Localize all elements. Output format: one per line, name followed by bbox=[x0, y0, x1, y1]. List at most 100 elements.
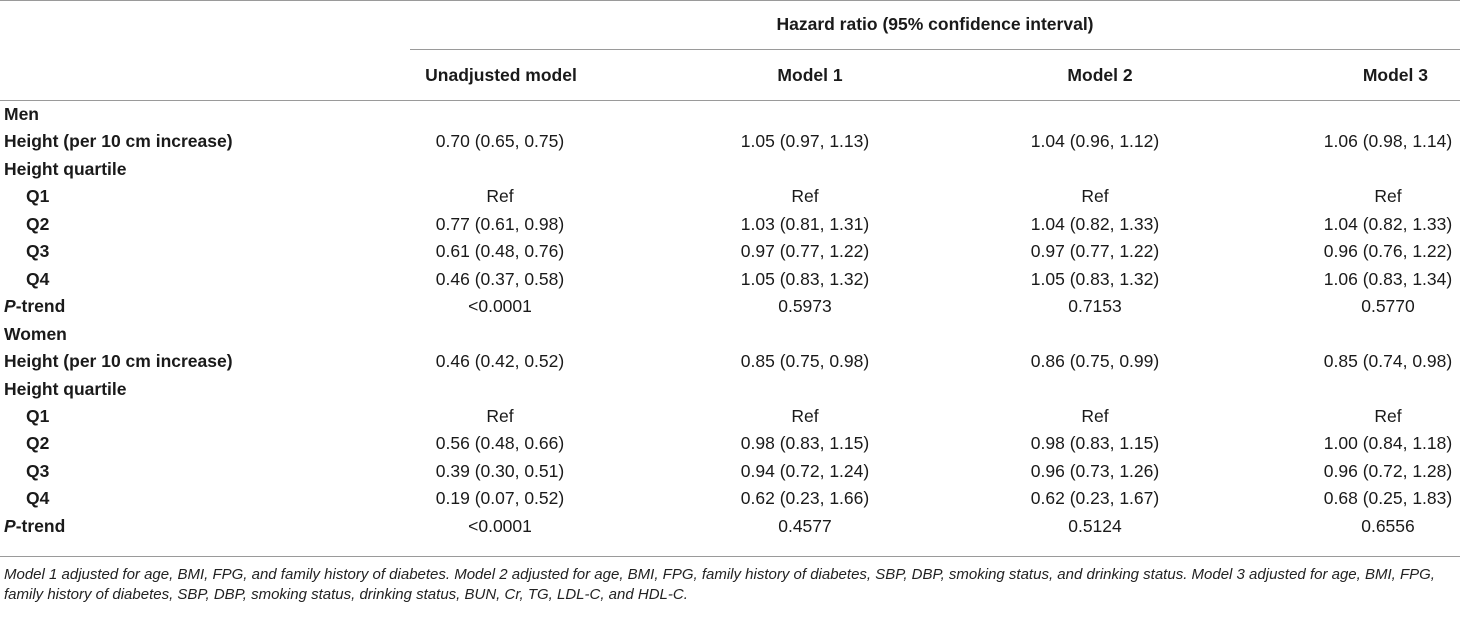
table-footnote: Model 1 adjusted for age, BMI, FPG, and … bbox=[4, 566, 1435, 603]
column-spanner-heading: Hazard ratio (95% confidence interval) bbox=[776, 14, 1094, 34]
table-row: Men bbox=[0, 101, 1460, 128]
spanner-rule bbox=[410, 49, 1460, 50]
column-header-model-1: Model 1 bbox=[777, 65, 843, 85]
table-cell: 0.97 (0.77, 1.22) bbox=[1030, 241, 1160, 262]
row-label-text: Q2 bbox=[26, 213, 50, 234]
table-row: Q2 0.56 (0.48, 0.66) 0.98 (0.83, 1.15) 0.98… bbox=[0, 430, 1460, 457]
row-label-italic: P bbox=[4, 296, 16, 317]
table-cell: 0.62 (0.23, 1.67) bbox=[1030, 488, 1160, 509]
row-label: Height quartile bbox=[4, 376, 127, 403]
table-cell: 1.04 (0.82, 1.33) bbox=[1030, 213, 1160, 234]
table-cell: 0.96 (0.73, 1.26) bbox=[1030, 460, 1160, 481]
row-label-text: Height quartile bbox=[4, 378, 127, 399]
table-cell: Ref bbox=[1081, 186, 1109, 207]
table-cell: 0.77 (0.61, 0.98) bbox=[435, 213, 565, 234]
table-cell: 0.85 (0.75, 0.98) bbox=[740, 351, 870, 372]
table-cell: 0.39 (0.30, 0.51) bbox=[435, 460, 565, 481]
table-row: Q4 0.46 (0.37, 0.58) 1.05 (0.83, 1.32) 1.05… bbox=[0, 266, 1460, 293]
table-row: Q3 0.39 (0.30, 0.51) 0.94 (0.72, 1.24) 0.96… bbox=[0, 458, 1460, 485]
table-cell: <0.0001 bbox=[468, 515, 532, 536]
table-cell: 1.06 (0.83, 1.34) bbox=[1323, 268, 1453, 289]
table-cell: 0.98 (0.83, 1.15) bbox=[1030, 433, 1160, 454]
row-label-text: -trend bbox=[15, 296, 66, 317]
row-label: Q1 bbox=[26, 183, 49, 210]
table-cell: 0.86 (0.75, 0.99) bbox=[1030, 351, 1160, 372]
table-cell: 0.94 (0.72, 1.24) bbox=[740, 460, 870, 481]
table-cell: 0.4577 bbox=[778, 515, 832, 536]
table-row: Height quartile bbox=[0, 376, 1460, 403]
table-cell: 0.56 (0.48, 0.66) bbox=[435, 433, 565, 454]
table-cell: Ref bbox=[1081, 405, 1109, 426]
table-cell: 0.5124 bbox=[1068, 515, 1122, 536]
table-cell: 1.05 (0.83, 1.32) bbox=[1030, 268, 1160, 289]
row-label-text: Height quartile bbox=[4, 158, 127, 179]
column-header-model-2: Model 2 bbox=[1067, 65, 1133, 85]
table-row: Q2 0.77 (0.61, 0.98) 1.03 (0.81, 1.31) 1.04… bbox=[0, 211, 1460, 238]
table-cell: <0.0001 bbox=[468, 296, 532, 317]
table-cell: 0.98 (0.83, 1.15) bbox=[740, 433, 870, 454]
table-cell: 0.62 (0.23, 1.66) bbox=[740, 488, 870, 509]
table-cell: 0.68 (0.25, 1.83) bbox=[1323, 488, 1453, 509]
table-cell: 0.6556 bbox=[1361, 515, 1415, 536]
row-label: Q2 bbox=[26, 430, 49, 457]
row-label-text: Q4 bbox=[26, 268, 50, 289]
row-label-text: Q1 bbox=[26, 186, 50, 207]
column-header-unadjusted: Unadjusted model bbox=[425, 65, 577, 85]
row-label: Q3 bbox=[26, 458, 49, 485]
header-bottom-rule bbox=[0, 100, 1460, 101]
table-cell: Ref bbox=[1374, 186, 1402, 207]
table-cell: 0.46 (0.37, 0.58) bbox=[435, 268, 565, 289]
row-label-text: Q4 bbox=[26, 488, 50, 509]
table-cell: 0.46 (0.42, 0.52) bbox=[435, 351, 565, 372]
table-cell: 0.96 (0.76, 1.22) bbox=[1323, 241, 1453, 262]
table-row: Height (per 10 cm increase) 0.70 (0.65, 0… bbox=[0, 128, 1460, 155]
table-row: P-trend <0.0001 0.4577 0.5124 0.6556 bbox=[0, 513, 1460, 540]
table-cell: 1.00 (0.84, 1.18) bbox=[1323, 433, 1453, 454]
table-cell: 1.04 (0.82, 1.33) bbox=[1323, 213, 1453, 234]
table-cell: 0.5973 bbox=[778, 296, 832, 317]
table-row: Q4 0.19 (0.07, 0.52) 0.62 (0.23, 1.66) 0.62… bbox=[0, 485, 1460, 512]
table-row: Q1 Ref Ref Ref Ref bbox=[0, 403, 1460, 430]
row-label: Men bbox=[4, 101, 39, 128]
row-label: Q4 bbox=[26, 485, 49, 512]
row-label-text: Q3 bbox=[26, 241, 50, 262]
table-cell: Ref bbox=[1374, 405, 1402, 426]
table-row: Q3 0.61 (0.48, 0.76) 0.97 (0.77, 1.22) 0.97… bbox=[0, 238, 1460, 265]
table-cell: 1.05 (0.97, 1.13) bbox=[740, 131, 870, 152]
table-cell: Ref bbox=[791, 405, 819, 426]
row-label-italic: P bbox=[4, 515, 16, 536]
table-cell: 1.06 (0.98, 1.14) bbox=[1323, 131, 1453, 152]
row-label: Q2 bbox=[26, 211, 49, 238]
table-cell: 0.5770 bbox=[1361, 296, 1415, 317]
table-cell: 0.7153 bbox=[1068, 296, 1122, 317]
row-label-text: Height (per 10 cm increase) bbox=[4, 131, 233, 152]
table-cell: Ref bbox=[486, 186, 514, 207]
table-top-rule bbox=[0, 0, 1460, 1]
table-cell: 1.03 (0.81, 1.31) bbox=[740, 213, 870, 234]
row-label: P-trend bbox=[4, 293, 65, 320]
row-label-text: Q3 bbox=[26, 460, 50, 481]
row-label-text: -trend bbox=[15, 515, 66, 536]
row-label-text: Women bbox=[4, 323, 67, 344]
column-header-model-3: Model 3 bbox=[1362, 65, 1428, 85]
table-cell: 0.96 (0.72, 1.28) bbox=[1323, 460, 1453, 481]
row-label: Q3 bbox=[26, 238, 49, 265]
row-label: Height (per 10 cm increase) bbox=[4, 348, 233, 375]
table-bottom-rule bbox=[0, 556, 1460, 557]
table-cell: 0.70 (0.65, 0.75) bbox=[435, 131, 565, 152]
row-label: Height (per 10 cm increase) bbox=[4, 128, 233, 155]
table-cell: 0.97 (0.77, 1.22) bbox=[740, 241, 870, 262]
row-label: Women bbox=[4, 321, 67, 348]
row-label: P-trend bbox=[4, 513, 65, 540]
table-cell: Ref bbox=[791, 186, 819, 207]
table-row: Height quartile bbox=[0, 156, 1460, 183]
table-cell: Ref bbox=[486, 405, 514, 426]
row-label: Height quartile bbox=[4, 156, 127, 183]
table-cell: 0.85 (0.74, 0.98) bbox=[1323, 351, 1453, 372]
table-row: P-trend <0.0001 0.5973 0.7153 0.5770 bbox=[0, 293, 1460, 320]
table-row: Height (per 10 cm increase) 0.46 (0.42, 0… bbox=[0, 348, 1460, 375]
row-label-text: Q2 bbox=[26, 433, 50, 454]
table-cell: 1.04 (0.96, 1.12) bbox=[1030, 131, 1160, 152]
table-cell: 0.19 (0.07, 0.52) bbox=[435, 488, 565, 509]
row-label-text: Q1 bbox=[26, 405, 50, 426]
